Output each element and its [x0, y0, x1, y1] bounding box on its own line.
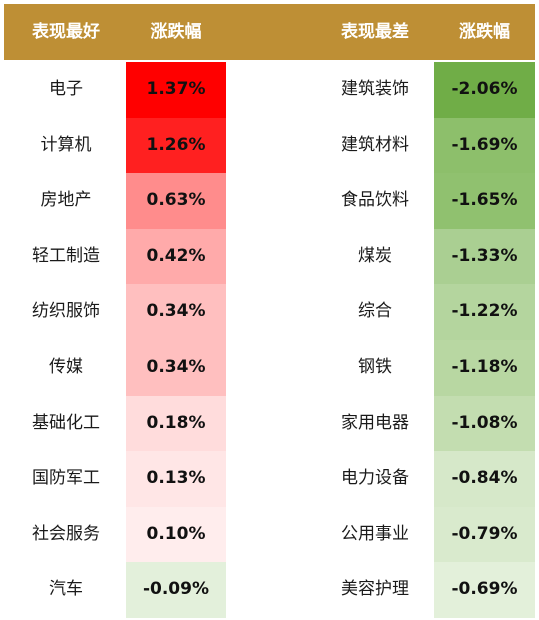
table-row: 纺织服饰 0.34% 综合 -1.22%: [4, 284, 535, 340]
worst-industry-change: -0.84%: [434, 451, 535, 507]
table-row: 轻工制造 0.42% 煤炭 -1.33%: [4, 228, 535, 285]
table-row: 计算机 1.26% 建筑材料 -1.69%: [4, 117, 535, 174]
worst-industry-name: 建筑装饰: [341, 79, 409, 99]
table-row: 社会服务 0.10% 公用事业 -0.79%: [4, 506, 535, 563]
table-row: 基础化工 0.18% 家用电器 -1.08%: [4, 395, 535, 452]
best-industry-name: 纺织服饰: [32, 301, 100, 322]
worst-industry-change: -1.69%: [434, 117, 535, 174]
best-industry-change: 0.18%: [126, 395, 226, 452]
worst-industry-name: 钢铁: [358, 356, 392, 377]
best-industry-name: 社会服务: [32, 523, 100, 544]
best-industry-change: 0.42%: [126, 228, 226, 285]
worst-industry-change: -1.08%: [434, 395, 535, 452]
best-industry-change: -0.09%: [126, 562, 226, 618]
best-industry-change: 0.13%: [126, 451, 226, 507]
table-row: 汽车 -0.09% 美容护理 -0.69%: [4, 562, 535, 618]
worst-industry-change: -1.65%: [434, 173, 535, 229]
best-industry-name: 房地产: [40, 190, 92, 211]
worst-industry-change: -0.69%: [434, 562, 535, 618]
header-worst-change: 涨跌幅: [459, 22, 510, 42]
best-industry-name: 国防军工: [32, 468, 100, 489]
best-industry-change: 0.63%: [126, 173, 226, 229]
table-row: 国防军工 0.13% 电力设备 -0.84%: [4, 451, 535, 507]
worst-industry-change: -1.18%: [434, 339, 535, 396]
header-worst: 表现最差: [341, 22, 409, 42]
best-industry-name: 轻工制造: [32, 245, 100, 266]
worst-industry-name: 建筑材料: [341, 134, 409, 155]
worst-industry-name: 公用事业: [341, 523, 409, 544]
best-industry-change: 1.37%: [126, 62, 226, 118]
header-best-change: 涨跌幅: [150, 22, 202, 42]
best-industry-change: 0.34%: [126, 284, 226, 340]
worst-industry-name: 电力设备: [341, 468, 409, 489]
best-industry-name: 电子: [49, 79, 83, 99]
worst-industry-name: 综合: [358, 301, 392, 322]
best-industry-name: 汽车: [49, 579, 83, 600]
worst-industry-change: -2.06%: [434, 62, 535, 118]
header-best: 表现最好: [32, 22, 100, 42]
table-body: 电子 1.37% 建筑装饰 -2.06% 计算机 1.26% 建筑材料 -1.6…: [4, 62, 535, 618]
table-header: 表现最好 涨跌幅 表现最差 涨跌幅: [4, 4, 535, 60]
best-industry-change: 1.26%: [126, 117, 226, 174]
best-industry-name: 基础化工: [32, 412, 100, 433]
table-row: 电子 1.37% 建筑装饰 -2.06%: [4, 62, 535, 118]
worst-industry-name: 煤炭: [358, 245, 392, 266]
worst-industry-name: 食品饮料: [341, 190, 409, 211]
best-industry-change: 0.34%: [126, 339, 226, 396]
best-industry-name: 计算机: [40, 134, 92, 155]
table-row: 传媒 0.34% 钢铁 -1.18%: [4, 339, 535, 396]
worst-industry-name: 美容护理: [341, 579, 409, 600]
best-industry-change: 0.10%: [126, 506, 226, 563]
worst-industry-change: -0.79%: [434, 506, 535, 563]
table-row: 房地产 0.63% 食品饮料 -1.65%: [4, 173, 535, 229]
worst-industry-name: 家用电器: [341, 412, 409, 433]
worst-industry-change: -1.22%: [434, 284, 535, 340]
best-industry-name: 传媒: [49, 356, 83, 377]
worst-industry-change: -1.33%: [434, 228, 535, 285]
